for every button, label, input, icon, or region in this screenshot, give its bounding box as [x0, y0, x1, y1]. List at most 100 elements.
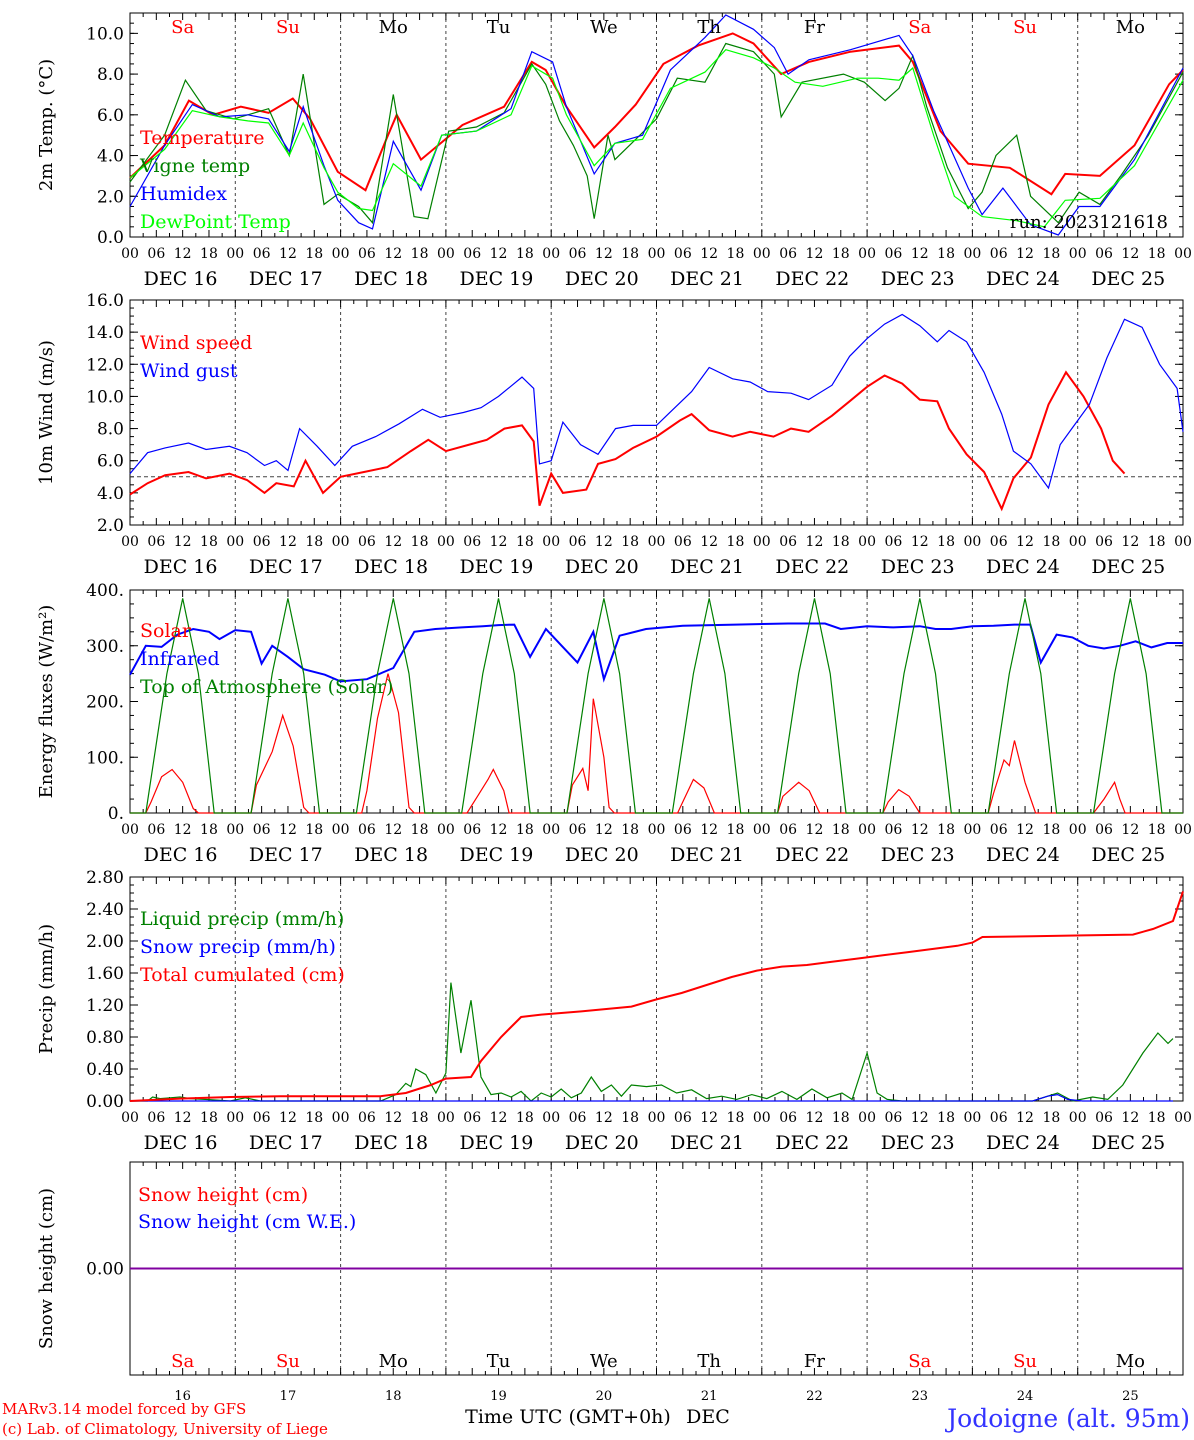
- date-label: DEC 16: [144, 556, 218, 578]
- date-label: DEC 22: [775, 1132, 849, 1154]
- hour-label: 00: [858, 246, 876, 262]
- hour-label: 18: [832, 1110, 850, 1126]
- hour-label: 00: [648, 1110, 666, 1126]
- date-label: DEC 17: [249, 268, 323, 290]
- date-label: DEC 17: [249, 556, 323, 578]
- hour-label: 12: [1121, 534, 1139, 550]
- day-number-label: 22: [806, 1389, 823, 1404]
- hour-label: 18: [621, 1110, 639, 1126]
- y-tick-label: 0.00: [86, 1260, 124, 1280]
- hour-label: 18: [832, 246, 850, 262]
- legend-entry: Snow height (cm W.E.): [138, 1211, 356, 1233]
- hour-label: 06: [1095, 822, 1113, 838]
- weekday-label: Sa: [908, 1351, 931, 1372]
- hour-label: 00: [858, 822, 876, 838]
- hour-label: 12: [806, 822, 824, 838]
- weekday-label: Th: [697, 17, 721, 38]
- y-tick-label: 0.00: [86, 1092, 124, 1112]
- weekday-label: Th: [697, 1351, 721, 1372]
- hour-label: 12: [174, 246, 192, 262]
- hour-label: 06: [147, 1110, 165, 1126]
- weekday-label: Su: [276, 1351, 300, 1372]
- date-label: DEC 20: [565, 556, 639, 578]
- hour-label: 06: [674, 822, 692, 838]
- hour-label: 06: [885, 246, 903, 262]
- y-tick-label: 0.40: [86, 1060, 124, 1080]
- date-label: DEC 19: [460, 268, 534, 290]
- hour-label: 18: [621, 246, 639, 262]
- hour-label: 12: [490, 1110, 508, 1126]
- y-tick-label: 10.0: [86, 387, 124, 407]
- hour-label: 18: [411, 1110, 429, 1126]
- y-tick-label: 4.0: [97, 147, 124, 167]
- y-axis-label: Precip (mm/h): [36, 924, 57, 1054]
- hour-label: 18: [516, 534, 534, 550]
- hour-label: 12: [700, 534, 718, 550]
- hour-label: 00: [542, 246, 560, 262]
- time-axis-title: Time UTC (GMT+0h): [465, 1406, 671, 1428]
- hour-label: 06: [569, 822, 587, 838]
- hour-label: 12: [595, 822, 613, 838]
- hour-label: 00: [1174, 246, 1192, 262]
- hour-label: 00: [963, 822, 981, 838]
- hour-label: 12: [384, 822, 402, 838]
- hour-label: 12: [806, 246, 824, 262]
- hour-label: 06: [253, 246, 271, 262]
- hour-label: 12: [806, 534, 824, 550]
- day-number-label: 24: [1017, 1389, 1034, 1404]
- hour-label: 18: [937, 534, 955, 550]
- weekday-label: Su: [276, 17, 300, 38]
- date-label: DEC 17: [249, 844, 323, 866]
- weekday-label: Mo: [1116, 17, 1145, 38]
- y-tick-label: 6.0: [97, 452, 124, 472]
- date-label: DEC 24: [986, 1132, 1060, 1154]
- hour-label: 06: [463, 534, 481, 550]
- hour-label: 00: [858, 1110, 876, 1126]
- hour-label: 00: [226, 1110, 244, 1126]
- day-number-label: 23: [911, 1389, 928, 1404]
- hour-label: 00: [542, 822, 560, 838]
- date-label: DEC 25: [1091, 1132, 1165, 1154]
- hour-label: 18: [1042, 822, 1060, 838]
- hour-label: 18: [305, 1110, 323, 1126]
- hour-label: 00: [753, 246, 771, 262]
- run-annotation: run: 2023121618: [1010, 212, 1168, 233]
- series-line-top-of-atmosphere-solar-: [130, 598, 1183, 814]
- date-label: DEC 18: [354, 844, 428, 866]
- hour-label: 06: [569, 534, 587, 550]
- hour-label: 12: [490, 246, 508, 262]
- weekday-label: Fr: [804, 17, 825, 38]
- date-label: DEC 23: [881, 1132, 955, 1154]
- legend-entry: Top of Atmosphere (Solar): [140, 676, 393, 698]
- date-label: DEC 24: [986, 268, 1060, 290]
- hour-label: 12: [490, 822, 508, 838]
- hour-label: 00: [437, 822, 455, 838]
- hour-label: 00: [437, 246, 455, 262]
- hour-label: 00: [753, 822, 771, 838]
- hour-label: 06: [885, 1110, 903, 1126]
- hour-label: 12: [595, 246, 613, 262]
- hour-label: 18: [937, 1110, 955, 1126]
- hour-label: 00: [963, 246, 981, 262]
- hour-label: 12: [806, 1110, 824, 1126]
- plot-frame: [129, 299, 1184, 526]
- y-tick-label: 1.20: [86, 996, 124, 1016]
- series-line-vigne-temp: [129, 42, 1184, 225]
- date-label: DEC 19: [460, 1132, 534, 1154]
- hour-label: 06: [253, 534, 271, 550]
- panel-3: 0. 100. 200. 300. 400. Energy fluxes (W/m²) So…: [36, 581, 1192, 866]
- hour-label: 06: [253, 822, 271, 838]
- date-label: DEC 25: [1091, 556, 1165, 578]
- meteogram-panels: 0.0 2.0 4.0 6.0 8.0 10.0 2m Temp. (°C) Temperat…: [36, 12, 1192, 1404]
- hour-label: 00: [437, 1110, 455, 1126]
- hour-label: 12: [700, 246, 718, 262]
- hour-label: 06: [358, 534, 376, 550]
- hour-label: 18: [727, 534, 745, 550]
- weekday-label: Fr: [804, 1351, 825, 1372]
- hour-label: 12: [1121, 1110, 1139, 1126]
- weekday-label: Su: [1013, 17, 1037, 38]
- day-number-label: 20: [596, 1389, 613, 1404]
- hour-label: 06: [990, 246, 1008, 262]
- hour-label: 18: [411, 822, 429, 838]
- series-line-total-cumulated-cm-: [129, 891, 1184, 1102]
